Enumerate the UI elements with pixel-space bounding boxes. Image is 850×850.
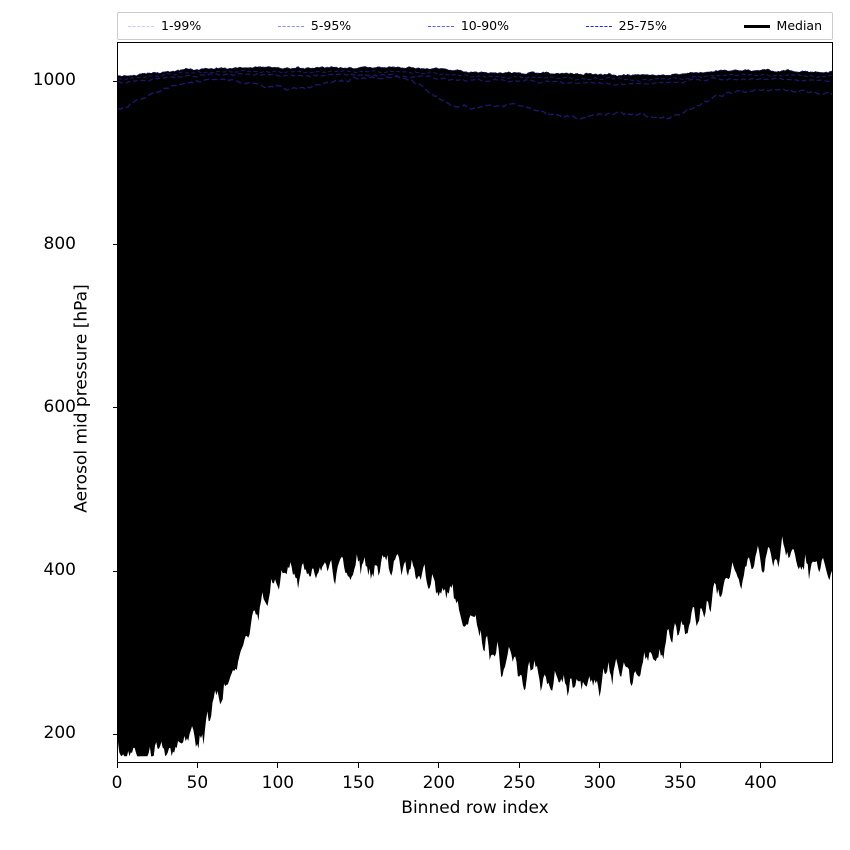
- y-tick-label: 200: [43, 723, 76, 744]
- x-tick-mark: [679, 763, 681, 768]
- y-tick-mark: [113, 407, 118, 409]
- y-tick-mark: [113, 244, 118, 246]
- legend-swatch-25-75: [585, 25, 612, 27]
- x-tick-label: 50: [186, 773, 209, 793]
- x-tick-mark: [518, 763, 520, 768]
- band-25-75-upper-edge: [118, 75, 832, 120]
- legend-label-5-95: 5-95%: [310, 17, 352, 33]
- y-tick-label: 1000: [32, 70, 76, 91]
- y-tick-mark: [113, 80, 118, 82]
- median-line: [118, 132, 832, 259]
- legend-swatch-median: [743, 24, 770, 28]
- x-tick-label: 250: [503, 773, 536, 793]
- x-tick-label: 300: [583, 773, 616, 793]
- y-tick-label: 600: [43, 396, 76, 417]
- x-tick-mark: [438, 763, 440, 768]
- x-tick-label: 100: [261, 773, 295, 793]
- legend-label-1-99: 1-99%: [161, 17, 202, 33]
- y-tick-label: 400: [43, 560, 76, 581]
- legend-item-10-90: 10-90%: [427, 17, 510, 33]
- x-tick-mark: [760, 763, 762, 768]
- legend-item-25-75: 25-75%: [585, 17, 667, 33]
- y-tick-label: 800: [43, 233, 76, 254]
- chart-legend: 1-99% 5-95% 10-90% 25-75% Median: [117, 12, 833, 40]
- x-tick-label: 150: [342, 773, 375, 793]
- y-axis-label: Aerosol mid pressure [hPa]: [71, 284, 92, 513]
- x-tick-mark: [599, 763, 601, 768]
- x-tick-mark: [116, 763, 118, 768]
- legend-label-25-75: 25-75%: [618, 17, 667, 33]
- legend-item-1-99: 1-99%: [128, 17, 202, 33]
- x-tick-mark: [357, 763, 359, 768]
- x-tick-mark: [196, 763, 199, 768]
- y-tick-mark: [113, 733, 118, 735]
- x-tick-label: 350: [663, 773, 697, 793]
- x-tick-label: 200: [422, 773, 456, 793]
- x-axis-label: Binned row index: [401, 798, 549, 818]
- legend-label-median: Median: [776, 17, 822, 33]
- percentile-envelope-plot: [118, 66, 832, 757]
- plot-area: [117, 42, 833, 763]
- legend-swatch-5-95: [277, 25, 304, 27]
- band-25-75-fill: [118, 76, 832, 431]
- legend-label-10-90: 10-90%: [460, 17, 510, 33]
- legend-swatch-10-90: [427, 25, 454, 27]
- band-10-90-upper-edge: [118, 72, 832, 86]
- band-1-99-upper-edge: [118, 66, 832, 77]
- band-5-95-upper-edge: [118, 69, 832, 82]
- legend-swatch-1-99: [128, 25, 154, 27]
- legend-item-median: Median: [743, 17, 822, 33]
- x-tick-mark: [277, 763, 279, 768]
- x-tick-label: 0: [111, 773, 123, 793]
- y-tick-mark: [113, 570, 118, 572]
- x-tick-label: 400: [744, 773, 777, 793]
- legend-item-5-95: 5-95%: [277, 17, 352, 33]
